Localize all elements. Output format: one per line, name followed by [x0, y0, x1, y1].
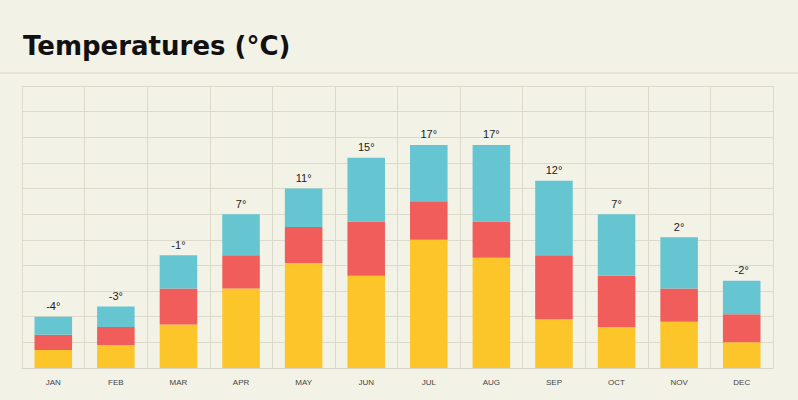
svg-text:-2°: -2° — [735, 264, 749, 276]
svg-text:7°: 7° — [236, 198, 247, 210]
svg-text:Temperatures (°C): Temperatures (°C) — [23, 31, 290, 61]
svg-text:NOV: NOV — [670, 378, 688, 387]
svg-text:FEB: FEB — [108, 378, 124, 387]
svg-text:JAN: JAN — [46, 378, 61, 387]
svg-text:APR: APR — [233, 378, 250, 387]
svg-text:OCT: OCT — [608, 378, 625, 387]
svg-text:MAR: MAR — [170, 378, 188, 387]
svg-text:-4°: -4° — [46, 300, 60, 312]
svg-text:SEP: SEP — [546, 378, 562, 387]
svg-text:-1°: -1° — [171, 239, 185, 251]
svg-text:DEC: DEC — [733, 378, 750, 387]
svg-text:11°: 11° — [296, 172, 312, 184]
svg-text:17°: 17° — [420, 128, 437, 140]
svg-text:JUN: JUN — [358, 378, 374, 387]
svg-text:7°: 7° — [611, 198, 622, 210]
svg-text:-3°: -3° — [109, 290, 123, 302]
svg-text:2°: 2° — [674, 221, 685, 233]
svg-text:17°: 17° — [483, 128, 500, 140]
svg-text:JUL: JUL — [422, 378, 437, 387]
svg-text:15°: 15° — [358, 141, 375, 153]
svg-text:MAY: MAY — [295, 378, 312, 387]
svg-text:AUG: AUG — [483, 378, 500, 387]
svg-text:12°: 12° — [546, 164, 563, 176]
